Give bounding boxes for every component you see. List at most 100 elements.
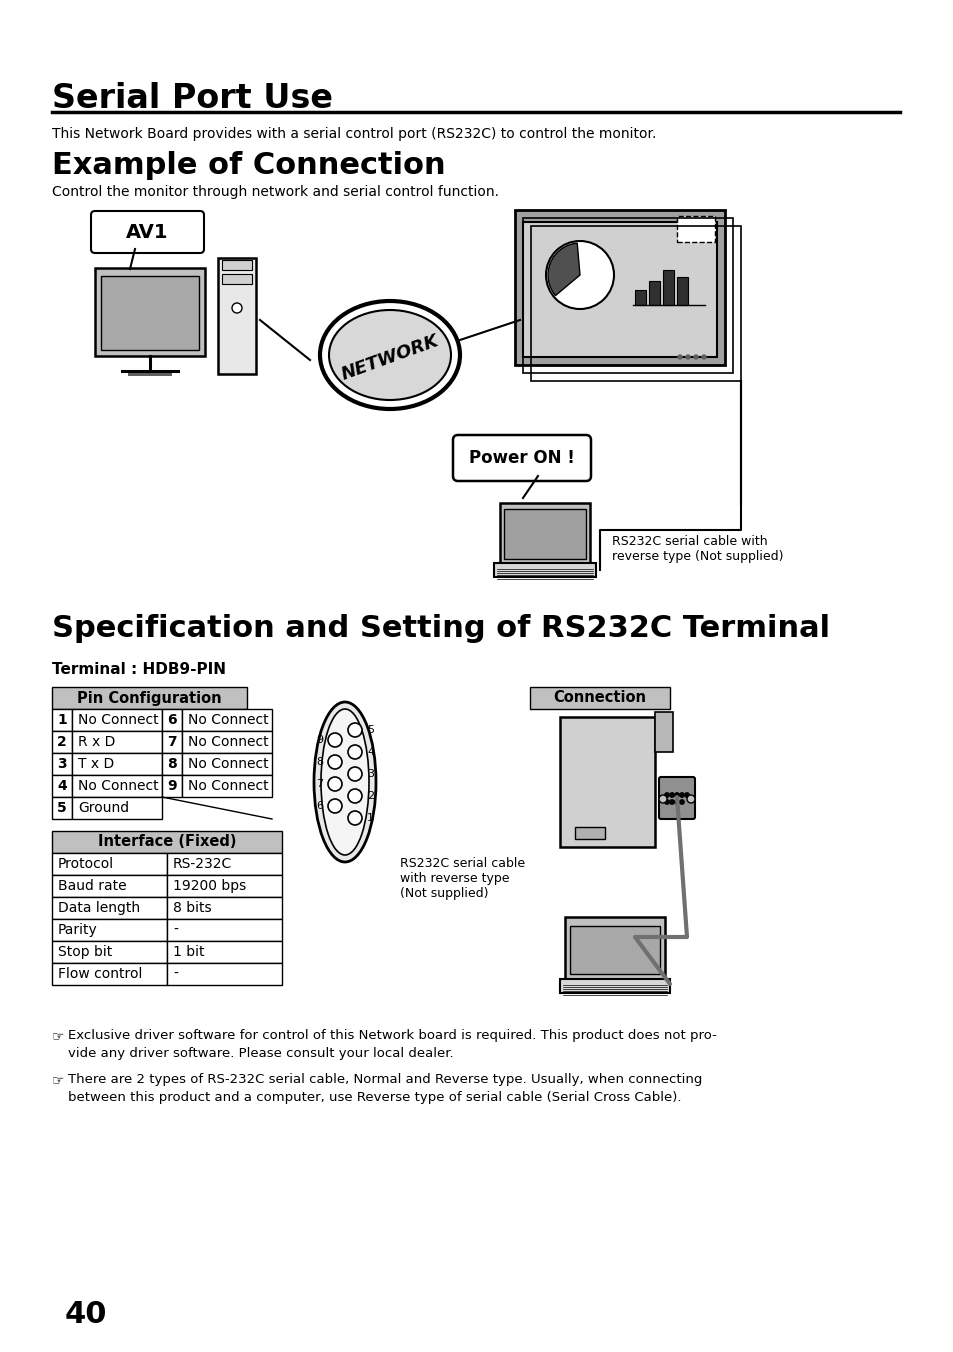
- Bar: [559, 979, 669, 992]
- Circle shape: [348, 811, 361, 825]
- Circle shape: [679, 792, 683, 798]
- Bar: [569, 926, 659, 973]
- Text: Power ON !: Power ON !: [469, 449, 575, 466]
- Circle shape: [684, 792, 688, 798]
- Circle shape: [679, 800, 683, 804]
- Text: 4: 4: [367, 748, 374, 757]
- Bar: [494, 562, 596, 577]
- Circle shape: [232, 303, 242, 314]
- Bar: [662, 270, 673, 306]
- Circle shape: [693, 356, 698, 360]
- Circle shape: [674, 792, 679, 798]
- Bar: [162, 708, 182, 731]
- Bar: [222, 274, 252, 284]
- Bar: [655, 713, 672, 752]
- Text: ☞: ☞: [52, 1029, 65, 1042]
- Bar: [101, 276, 199, 350]
- Text: Example of Connection: Example of Connection: [52, 151, 445, 180]
- Text: 1 bit: 1 bit: [172, 945, 204, 959]
- Text: There are 2 types of RS-232C serial cable, Normal and Reverse type. Usually, whe: There are 2 types of RS-232C serial cabl…: [68, 1073, 701, 1105]
- Text: Data length: Data length: [58, 900, 140, 915]
- Bar: [52, 853, 167, 875]
- Bar: [167, 963, 282, 986]
- Circle shape: [674, 800, 679, 804]
- Text: RS232C serial cable: RS232C serial cable: [399, 857, 524, 869]
- Circle shape: [328, 799, 341, 813]
- Text: No Connect: No Connect: [188, 713, 269, 727]
- Circle shape: [701, 356, 705, 360]
- Bar: [648, 281, 659, 306]
- Bar: [52, 753, 71, 775]
- Text: 7: 7: [167, 735, 176, 749]
- Bar: [167, 919, 282, 941]
- Text: Terminal : HDB9-PIN: Terminal : HDB9-PIN: [52, 662, 226, 677]
- Bar: [564, 917, 664, 979]
- Text: Protocol: Protocol: [58, 857, 114, 871]
- Bar: [503, 508, 585, 558]
- Bar: [52, 708, 71, 731]
- Circle shape: [348, 745, 361, 758]
- Bar: [52, 963, 167, 986]
- Circle shape: [678, 356, 681, 360]
- Text: 8 bits: 8 bits: [172, 900, 212, 915]
- Text: Specification and Setting of RS232C Terminal: Specification and Setting of RS232C Term…: [52, 614, 829, 644]
- Bar: [167, 896, 282, 919]
- FancyBboxPatch shape: [453, 435, 590, 481]
- Bar: [71, 731, 162, 753]
- Text: Serial Port Use: Serial Port Use: [52, 82, 333, 115]
- Bar: [530, 687, 669, 708]
- Circle shape: [664, 800, 668, 804]
- Circle shape: [659, 795, 666, 803]
- Ellipse shape: [314, 702, 375, 863]
- Text: 9: 9: [167, 779, 176, 794]
- Bar: [162, 753, 182, 775]
- Text: 5: 5: [367, 725, 374, 735]
- Bar: [522, 218, 732, 373]
- Bar: [182, 708, 272, 731]
- Text: Connection: Connection: [553, 691, 646, 706]
- Bar: [677, 277, 687, 306]
- Circle shape: [669, 792, 674, 798]
- Text: Baud rate: Baud rate: [58, 879, 127, 894]
- Bar: [71, 796, 162, 819]
- Text: 1: 1: [57, 713, 67, 727]
- Bar: [167, 875, 282, 896]
- Bar: [167, 941, 282, 963]
- Text: 7: 7: [315, 779, 323, 790]
- Text: 19200 bps: 19200 bps: [172, 879, 246, 894]
- Text: RS-232C: RS-232C: [172, 857, 232, 871]
- Bar: [218, 258, 255, 375]
- Text: -: -: [172, 967, 177, 982]
- Text: reverse type (Not supplied): reverse type (Not supplied): [612, 550, 782, 562]
- Text: Stop bit: Stop bit: [58, 945, 112, 959]
- Text: Exclusive driver software for control of this Network board is required. This pr: Exclusive driver software for control of…: [68, 1029, 716, 1060]
- Ellipse shape: [329, 310, 451, 400]
- Circle shape: [348, 767, 361, 781]
- Bar: [575, 827, 604, 840]
- Text: 40: 40: [65, 1301, 108, 1329]
- Text: 4: 4: [57, 779, 67, 794]
- Bar: [531, 226, 740, 381]
- Circle shape: [328, 733, 341, 748]
- Bar: [52, 731, 71, 753]
- Text: This Network Board provides with a serial control port (RS232C) to control the m: This Network Board provides with a seria…: [52, 127, 656, 141]
- Text: ☞: ☞: [52, 1073, 65, 1087]
- Bar: [182, 731, 272, 753]
- Text: Pin Configuration: Pin Configuration: [76, 691, 221, 706]
- Bar: [635, 289, 645, 306]
- Text: 9: 9: [315, 735, 323, 745]
- Bar: [52, 775, 71, 796]
- Text: 3: 3: [367, 769, 374, 779]
- Text: AV1: AV1: [126, 223, 169, 242]
- Bar: [52, 875, 167, 896]
- Text: RS232C serial cable with: RS232C serial cable with: [612, 535, 767, 548]
- Text: Control the monitor through network and serial control function.: Control the monitor through network and …: [52, 185, 498, 199]
- Text: Ground: Ground: [78, 800, 129, 815]
- Text: 3: 3: [57, 757, 67, 771]
- Text: 2: 2: [367, 791, 374, 800]
- Bar: [162, 731, 182, 753]
- Bar: [677, 216, 714, 242]
- Text: T x D: T x D: [78, 757, 114, 771]
- Bar: [52, 896, 167, 919]
- Text: No Connect: No Connect: [78, 713, 158, 727]
